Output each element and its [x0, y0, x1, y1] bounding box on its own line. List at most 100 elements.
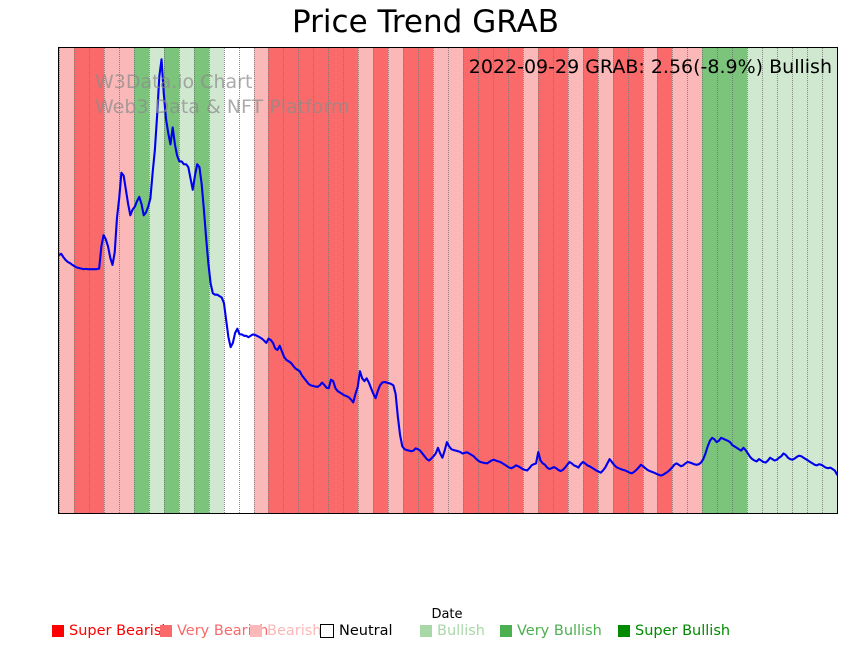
vertical-gridline	[163, 48, 165, 513]
x-axis-tick-mark	[792, 513, 793, 514]
legend-item-super-bearish[interactable]: Super Bearish	[52, 620, 171, 642]
legend-label: Neutral	[339, 623, 393, 639]
x-axis-tick-mark	[822, 513, 823, 514]
legend-item-very-bearish[interactable]: Very Bearish	[160, 620, 268, 642]
sentiment-band	[807, 48, 823, 513]
legend-item-neutral[interactable]: Neutral	[320, 620, 393, 642]
vertical-gridline	[777, 48, 779, 513]
vertical-gridline	[702, 48, 704, 513]
sentiment-band	[702, 48, 718, 513]
x-axis-tick-mark	[134, 513, 135, 514]
legend-label: Bearish	[267, 623, 322, 639]
vertical-gridline	[642, 48, 644, 513]
x-axis-tick-mark	[239, 513, 240, 514]
x-axis-tick-mark	[687, 513, 688, 514]
vertical-gridline	[732, 48, 734, 513]
sentiment-band	[253, 48, 270, 513]
legend-label: Very Bearish	[177, 623, 269, 639]
legend: Super Bearish Very Bearish Bearish Neutral B…	[0, 620, 851, 642]
price-line	[59, 58, 837, 477]
legend-item-bullish[interactable]: Bullish	[420, 620, 485, 642]
vertical-gridline	[313, 48, 315, 513]
vertical-gridline	[807, 48, 809, 513]
sentiment-band	[537, 48, 554, 513]
plot-area: W3Data.io Chart Web3 Data & NFT Platform…	[58, 47, 838, 514]
legend-label: Very Bullish	[517, 623, 602, 639]
x-axis-tick-mark	[268, 513, 269, 514]
x-axis-tick-mark	[224, 513, 225, 514]
x-axis-tick-mark	[448, 513, 449, 514]
sentiment-band	[477, 48, 494, 513]
legend-swatch-icon	[250, 625, 262, 637]
x-axis-tick-mark	[777, 513, 778, 514]
vertical-gridline	[522, 48, 524, 513]
vertical-gridline	[792, 48, 794, 513]
vertical-gridline	[178, 48, 180, 513]
x-axis-tick-mark	[328, 513, 329, 514]
x-axis-tick-mark	[149, 513, 150, 514]
y-axis-tick-mark	[58, 206, 59, 207]
vertical-gridline	[208, 48, 210, 513]
sentiment-band	[582, 48, 599, 513]
x-axis-tick-mark	[209, 513, 210, 514]
sentiment-band	[118, 48, 135, 513]
x-axis-tick-mark	[538, 513, 539, 514]
x-axis-tick-mark	[583, 513, 584, 514]
vertical-gridline	[612, 48, 614, 513]
latest-price-annotation: 2022-09-29 GRAB: 2.56(-8.9%) Bullish	[468, 56, 832, 78]
chart-title: Price Trend GRAB	[292, 4, 559, 40]
legend-item-very-bullish[interactable]: Very Bullish	[500, 620, 602, 642]
vertical-gridline	[462, 48, 464, 513]
sentiment-band	[657, 48, 673, 513]
sentiment-band	[732, 48, 748, 513]
sentiment-band	[747, 48, 763, 513]
x-axis-label: Date	[431, 607, 463, 622]
sentiment-band	[73, 48, 90, 513]
x-axis-tick-mark	[523, 513, 524, 514]
legend-swatch-icon	[420, 625, 432, 637]
x-axis-tick-mark	[478, 513, 479, 514]
vertical-gridline	[747, 48, 749, 513]
x-axis-tick-mark	[717, 513, 718, 514]
vertical-gridline	[373, 48, 375, 513]
vertical-gridline	[507, 48, 509, 513]
vertical-gridline	[837, 48, 838, 513]
vertical-gridline	[238, 48, 240, 513]
x-axis-tick-mark	[119, 513, 120, 514]
vertical-gridline	[298, 48, 300, 513]
x-axis-tick-mark	[463, 513, 464, 514]
sentiment-band	[88, 48, 105, 513]
x-axis-tick-mark	[553, 513, 554, 514]
vertical-gridline	[822, 48, 824, 513]
sentiment-band	[717, 48, 733, 513]
vertical-gridline	[118, 48, 120, 513]
x-axis-tick-mark	[373, 513, 374, 514]
sentiment-band	[133, 48, 150, 513]
sentiment-band	[612, 48, 629, 513]
y-axis-tick-mark	[58, 376, 59, 377]
x-axis-tick-mark	[837, 513, 838, 514]
x-axis-tick-mark	[74, 513, 75, 514]
vertical-gridline	[448, 48, 449, 513]
sentiment-band	[358, 48, 374, 513]
legend-swatch-icon	[320, 624, 334, 638]
x-axis-tick-mark	[762, 513, 763, 514]
sentiment-band	[762, 48, 778, 513]
legend-item-super-bullish[interactable]: Super Bullish	[618, 620, 730, 642]
legend-item-bearish[interactable]: Bearish	[250, 620, 322, 642]
y-axis-tick-mark	[58, 150, 59, 151]
x-axis-tick-mark	[433, 513, 434, 514]
vertical-gridline	[492, 48, 494, 513]
legend-label: Bullish	[437, 623, 485, 639]
x-axis-tick-mark	[89, 513, 90, 514]
vertical-gridline	[418, 48, 420, 513]
x-axis-tick-mark	[613, 513, 614, 514]
x-axis-tick-mark	[657, 513, 658, 514]
x-axis-tick-mark	[672, 513, 673, 514]
vertical-gridline	[717, 48, 719, 513]
sentiment-band	[627, 48, 644, 513]
x-axis-tick-mark	[388, 513, 389, 514]
x-axis-tick-mark	[254, 513, 255, 514]
vertical-gridline	[283, 48, 285, 513]
